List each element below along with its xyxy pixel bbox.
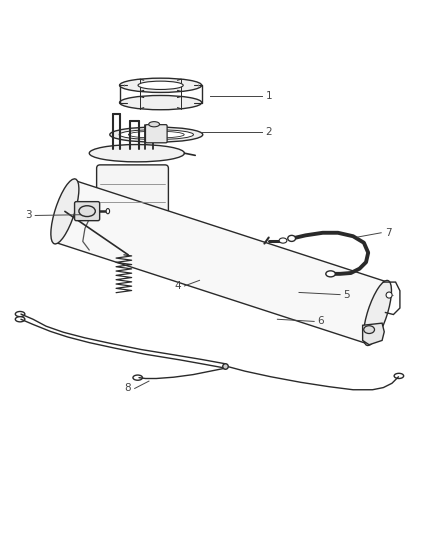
- Ellipse shape: [138, 81, 183, 90]
- Text: 8: 8: [124, 383, 131, 393]
- Polygon shape: [55, 181, 388, 344]
- Text: 6: 6: [318, 317, 324, 326]
- Ellipse shape: [79, 206, 95, 216]
- Polygon shape: [363, 323, 384, 345]
- FancyBboxPatch shape: [102, 222, 155, 257]
- Ellipse shape: [394, 373, 404, 378]
- Text: 7: 7: [385, 228, 391, 238]
- Ellipse shape: [89, 144, 184, 162]
- Ellipse shape: [106, 208, 110, 214]
- Ellipse shape: [120, 78, 202, 92]
- FancyBboxPatch shape: [97, 165, 168, 224]
- Ellipse shape: [288, 236, 296, 241]
- Ellipse shape: [326, 271, 336, 277]
- Ellipse shape: [149, 122, 159, 127]
- Ellipse shape: [133, 375, 142, 380]
- Ellipse shape: [120, 95, 202, 110]
- Ellipse shape: [364, 326, 374, 334]
- Text: 2: 2: [266, 126, 272, 136]
- Ellipse shape: [364, 280, 392, 345]
- Ellipse shape: [279, 238, 287, 243]
- Ellipse shape: [386, 292, 392, 298]
- Text: 4: 4: [174, 281, 181, 291]
- Text: 3: 3: [25, 211, 32, 221]
- Ellipse shape: [119, 130, 194, 140]
- FancyBboxPatch shape: [74, 201, 100, 221]
- Ellipse shape: [51, 179, 79, 244]
- Text: 1: 1: [266, 91, 272, 101]
- Ellipse shape: [15, 317, 25, 322]
- Text: 5: 5: [343, 289, 350, 300]
- Ellipse shape: [110, 127, 203, 142]
- Ellipse shape: [15, 311, 25, 317]
- FancyBboxPatch shape: [145, 125, 167, 143]
